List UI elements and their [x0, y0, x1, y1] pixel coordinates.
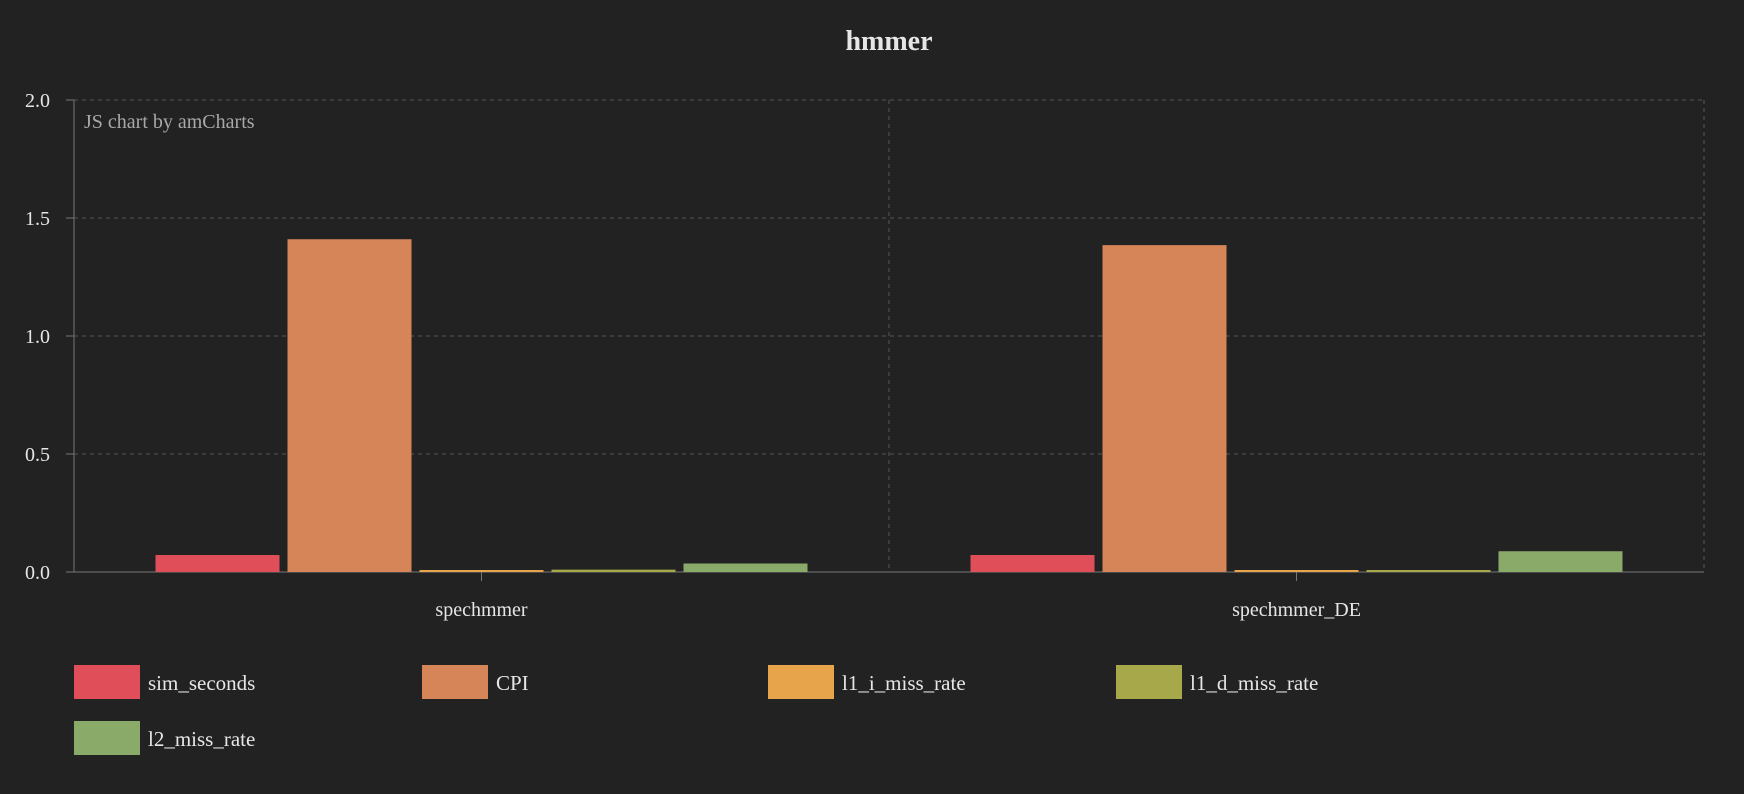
legend-label: CPI — [496, 671, 529, 695]
legend-label: sim_seconds — [148, 671, 255, 695]
legend-swatch — [422, 665, 488, 699]
legend-item-l2-miss-rate[interactable]: l2_miss_rate — [74, 721, 255, 755]
bar-sim-seconds-2[interactable] — [970, 555, 1095, 572]
y-tick-label: 2.0 — [25, 90, 50, 112]
bar-l2-miss-rate-2[interactable] — [1498, 551, 1623, 572]
legend-item-sim-seconds[interactable]: sim_seconds — [74, 665, 255, 699]
legend-item-CPI[interactable]: CPI — [422, 665, 529, 699]
legend-item-l1-i-miss-rate[interactable]: l1_i_miss_rate — [768, 665, 966, 699]
bar-CPI-2[interactable] — [1102, 245, 1227, 572]
chart-credit[interactable]: JS chart by amCharts — [84, 111, 255, 133]
bar-l1-d-miss-rate-1[interactable] — [551, 569, 676, 572]
x-tick-label: spechmmer_DE — [1232, 599, 1361, 621]
y-tick-label: 0.5 — [25, 444, 50, 466]
y-tick-label: 1.5 — [25, 208, 50, 230]
y-tick-label: 0.0 — [25, 562, 50, 584]
legend-label: l1_i_miss_rate — [842, 671, 966, 695]
x-tick-label: spechmmer — [435, 599, 528, 621]
chart-title: hmmer — [845, 26, 932, 57]
legend: sim_seconds CPI l1_i_miss_rate l1_d_miss_ra… — [74, 665, 1318, 755]
legend-swatch — [1116, 665, 1182, 699]
legend-label: l1_d_miss_rate — [1190, 671, 1318, 695]
bar-CPI-1[interactable] — [287, 239, 412, 573]
y-tick-label: 1.0 — [25, 326, 50, 348]
legend-swatch — [74, 665, 140, 699]
bar-l1-i-miss-rate-2[interactable] — [1234, 570, 1359, 572]
legend-label: l2_miss_rate — [148, 727, 255, 751]
bar-l1-d-miss-rate-2[interactable] — [1366, 570, 1491, 572]
bar-layer — [155, 239, 1623, 573]
bar-sim-seconds-1[interactable] — [155, 555, 280, 572]
grid-layer — [74, 99, 1705, 573]
legend-swatch — [768, 665, 834, 699]
legend-swatch — [74, 721, 140, 755]
legend-item-l1-d-miss-rate[interactable]: l1_d_miss_rate — [1116, 665, 1318, 699]
axis-layer: 0.0 0.5 1.0 1.5 2.0 spechmmer spechmmer_DE — [25, 90, 1704, 621]
bar-l2-miss-rate-1[interactable] — [683, 563, 808, 572]
bar-l1-i-miss-rate-1[interactable] — [419, 570, 544, 572]
